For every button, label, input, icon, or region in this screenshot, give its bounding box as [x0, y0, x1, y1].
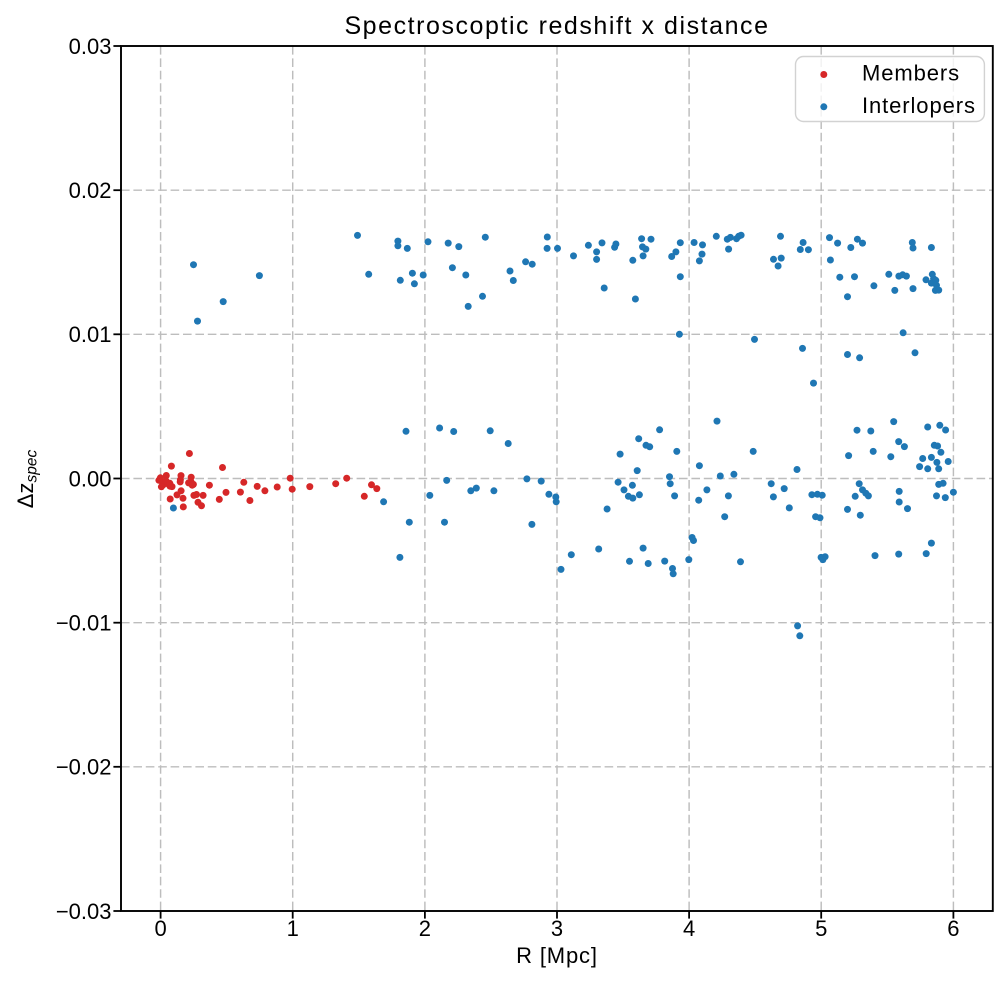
svg-text:−0.02: −0.02	[56, 755, 112, 780]
svg-text:0.01: 0.01	[69, 322, 112, 347]
svg-text:Spectroscoptic redshift x dist: Spectroscoptic redshift x distance	[344, 12, 769, 40]
svg-text:6: 6	[947, 916, 959, 941]
svg-text:Interlopers: Interlopers	[862, 93, 976, 118]
svg-text:0.03: 0.03	[69, 34, 112, 59]
svg-text:−0.03: −0.03	[56, 899, 112, 924]
svg-text:2: 2	[419, 916, 431, 941]
svg-text:0: 0	[154, 916, 166, 941]
svg-text:R [Mpc]: R [Mpc]	[516, 943, 598, 968]
svg-text:−0.01: −0.01	[56, 611, 112, 636]
svg-text:3: 3	[551, 916, 563, 941]
svg-text:5: 5	[815, 916, 827, 941]
svg-text:0.02: 0.02	[69, 178, 112, 203]
svg-text:Members: Members	[862, 61, 960, 86]
svg-text:Δzspec: Δzspec	[13, 450, 41, 509]
svg-text:0.00: 0.00	[69, 466, 112, 491]
svg-text:4: 4	[683, 916, 695, 941]
svg-text:1: 1	[287, 916, 299, 941]
